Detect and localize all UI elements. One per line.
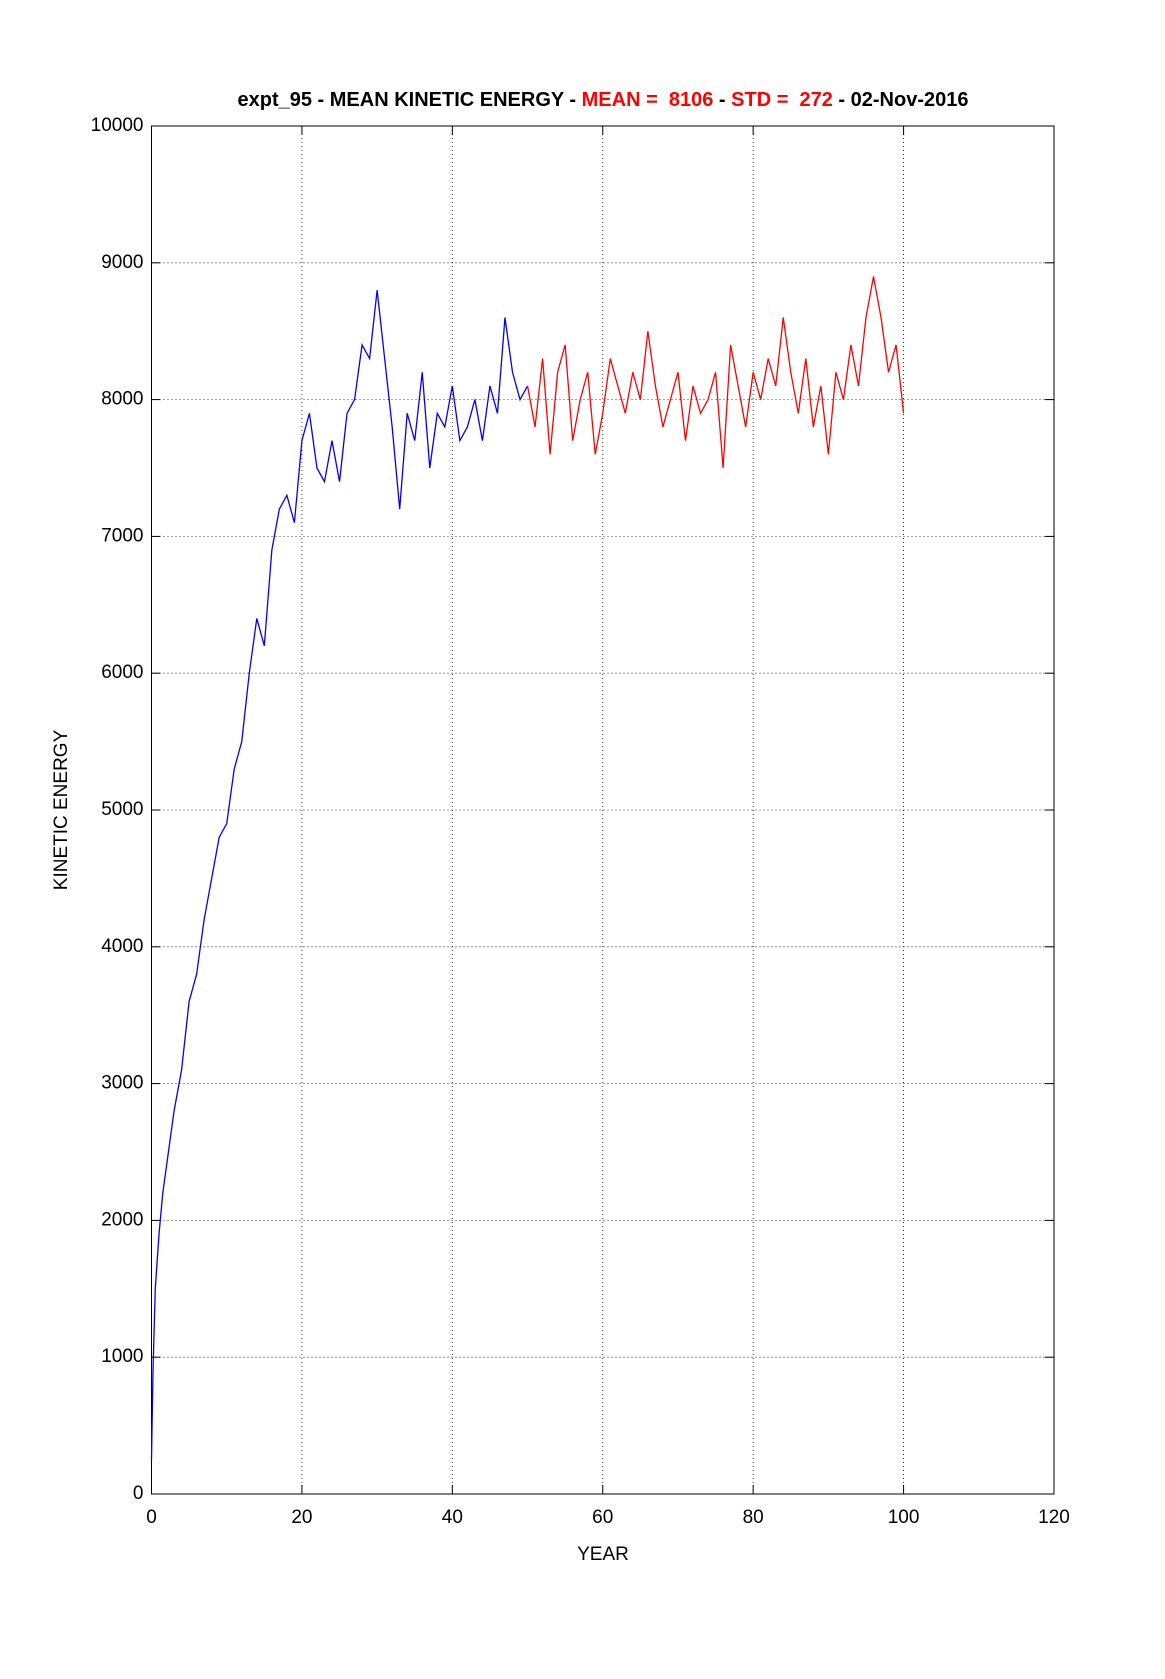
data-line: [526, 276, 905, 469]
x-tick-label: 40: [442, 1507, 463, 1528]
y-tick-label: 4000: [101, 936, 143, 957]
title-part: expt_95 - MEAN KINETIC ENERGY -: [238, 89, 582, 111]
title-part: - 02-Nov-2016: [833, 89, 969, 111]
x-tick-label: 120: [1038, 1507, 1070, 1528]
title-part: STD = 272: [731, 89, 833, 111]
x-tick-label: 80: [743, 1507, 764, 1528]
x-axis-label: YEAR: [577, 1544, 629, 1565]
chart-title: expt_95 - MEAN KINETIC ENERGY - MEAN = 8…: [238, 89, 969, 111]
x-tick-label: 20: [291, 1507, 312, 1528]
y-tick-label: 1000: [101, 1346, 143, 1367]
title-part: -: [713, 89, 731, 111]
y-tick-label: 0: [133, 1483, 144, 1504]
title-part: MEAN = 8106: [582, 89, 714, 111]
y-tick-label: 10000: [91, 115, 144, 136]
y-tick-label: 9000: [101, 252, 143, 273]
y-tick-label: 3000: [101, 1073, 143, 1094]
y-tick-label: 5000: [101, 799, 143, 820]
x-tick-label: 0: [146, 1507, 157, 1528]
y-tick-label: 6000: [101, 662, 143, 683]
y-tick-label: 2000: [101, 1209, 143, 1230]
y-tick-label: 7000: [101, 525, 143, 546]
data-line: [150, 290, 529, 1460]
y-tick-label: 8000: [101, 389, 143, 410]
x-tick-label: 100: [888, 1507, 920, 1528]
x-tick-label: 60: [592, 1507, 613, 1528]
y-axis-label: KINETIC ENERGY: [51, 729, 72, 890]
